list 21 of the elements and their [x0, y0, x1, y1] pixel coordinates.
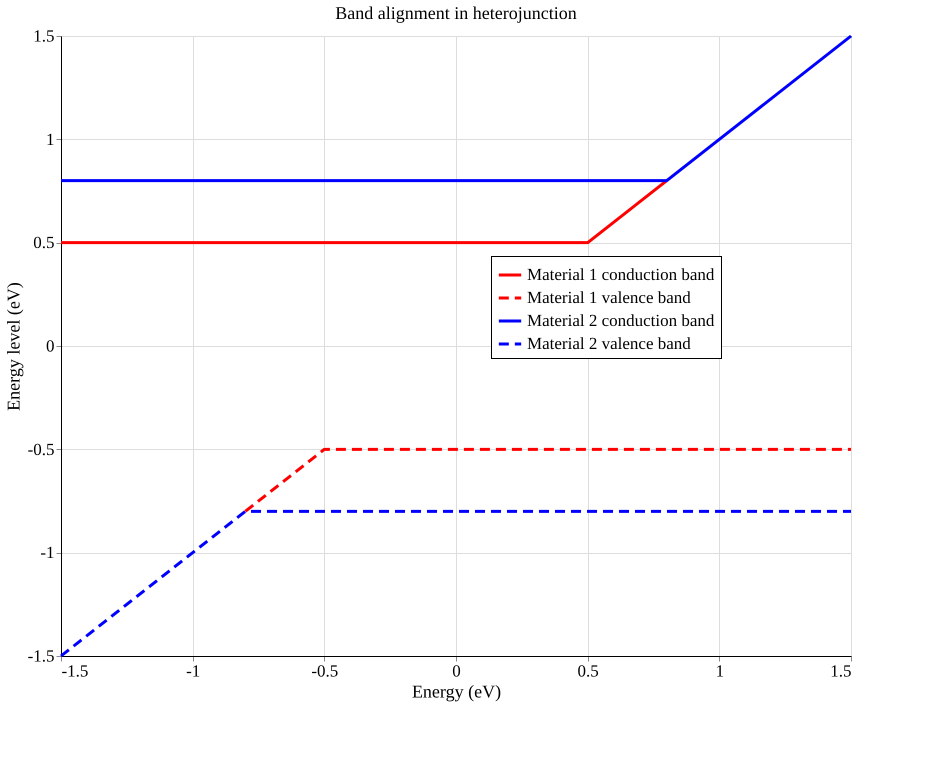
x-axis-title: Energy (eV): [412, 682, 502, 702]
legend-label: Material 2 conduction band: [527, 311, 715, 330]
x-tick-label: -1.5: [62, 662, 88, 680]
y-axis-title: Energy level (eV): [4, 282, 24, 411]
x-tick-label: 0.5: [578, 662, 599, 680]
legend-label: Material 1 valence band: [527, 288, 692, 307]
y-tick-label: 1: [46, 130, 54, 149]
y-tick-label: 0: [46, 336, 54, 356]
chart-title: Band alignment in heterojunction: [335, 3, 577, 23]
y-tick-label: -0.5: [28, 440, 54, 459]
x-tick-label: -1: [186, 662, 200, 680]
x-tick-label: 1.5: [830, 662, 852, 680]
legend-label: Material 2 valence band: [527, 334, 692, 353]
x-tick-label: -0.5: [311, 662, 338, 680]
y-tick-label: 0.5: [33, 233, 54, 252]
x-tick-label: 1: [716, 662, 724, 680]
legend-label: Material 1 conduction band: [527, 265, 715, 284]
y-tick-label: -1: [40, 543, 54, 562]
x-tick-label: 0: [452, 662, 461, 680]
y-tick-label: 1.5: [33, 26, 54, 46]
y-tick-label: -1.5: [28, 646, 54, 666]
